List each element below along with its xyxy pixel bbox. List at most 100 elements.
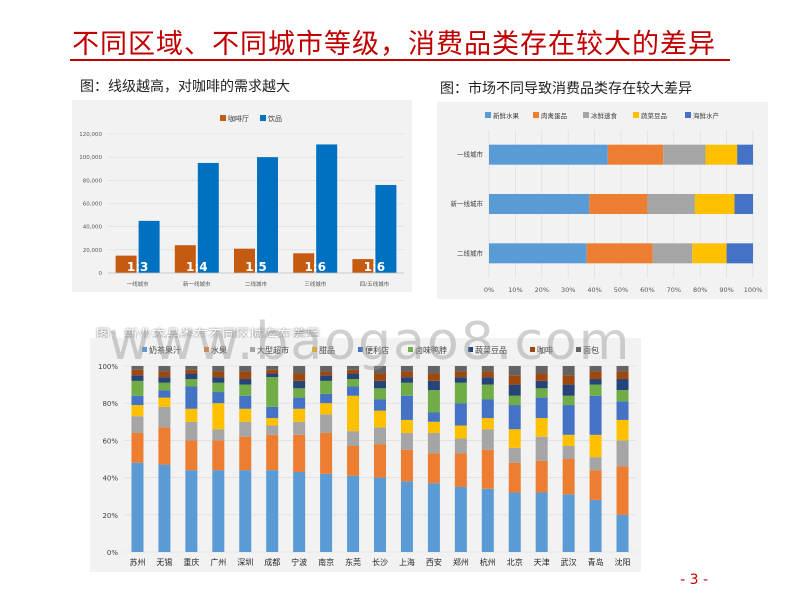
chart3-bar-segment bbox=[239, 384, 252, 396]
chart2-xtick: 30% bbox=[561, 286, 575, 294]
chart2-xtick: 50% bbox=[614, 286, 628, 294]
chart3-bar-segment bbox=[185, 386, 198, 409]
chart2-legend-swatch bbox=[633, 112, 639, 118]
chart2-xtick: 10% bbox=[508, 286, 522, 294]
chart3-bar-segment bbox=[158, 406, 171, 428]
chart1-ratio-label: 1:5 bbox=[245, 260, 267, 274]
chart3-bar-segment bbox=[239, 366, 252, 372]
chart3-bar-segment bbox=[481, 418, 494, 430]
chart2-bar-segment bbox=[489, 194, 590, 214]
chart3-xtick: 苏州 bbox=[129, 557, 145, 567]
chart3-bar-segment bbox=[293, 373, 306, 381]
chart3-bar-segment bbox=[535, 460, 548, 493]
chart2-bar-segment bbox=[737, 144, 753, 165]
chart3-bar-segment bbox=[158, 464, 171, 552]
chart3-bar-segment bbox=[454, 377, 467, 383]
chart3-legend-swatch bbox=[408, 347, 413, 352]
chart2-legend-swatch bbox=[685, 112, 691, 118]
chart3-bar-segment bbox=[400, 481, 413, 552]
chart3-bar-segment bbox=[293, 380, 306, 389]
chart3-bar-segment bbox=[212, 392, 225, 404]
chart3-ytick: 0% bbox=[107, 549, 118, 557]
chart3-bar-segment bbox=[616, 401, 629, 420]
chart3-bar-segment bbox=[508, 405, 521, 430]
chart2-legend-label: 海鲜水产 bbox=[693, 111, 720, 120]
chart3-bar-segment bbox=[347, 386, 360, 396]
chart1-bar bbox=[138, 220, 160, 273]
chart2-bar-segment bbox=[489, 144, 608, 165]
chart2-xtick: 40% bbox=[587, 286, 601, 294]
chart1-xtick: 三线城市 bbox=[304, 280, 327, 288]
chart3-bar-segment bbox=[427, 380, 440, 391]
chart2-xtick: 90% bbox=[719, 286, 733, 294]
chart3-legend-label: 咖啡 bbox=[537, 345, 553, 355]
chart3-bar-segment bbox=[266, 418, 279, 426]
chart1-xtick: 四/五线城市 bbox=[360, 280, 390, 288]
chart3-bar-segment bbox=[293, 408, 306, 422]
chart3-bar-segment bbox=[185, 408, 198, 422]
chart3-legend-label: 大型超市 bbox=[257, 345, 289, 355]
chart2-xtick: 100% bbox=[744, 286, 763, 294]
chart3-bar-segment bbox=[320, 473, 333, 552]
chart3-bar-segment bbox=[320, 371, 333, 376]
chart3-bar-segment bbox=[562, 384, 575, 396]
chart3-bar-segment bbox=[454, 403, 467, 426]
chart3-legend-swatch bbox=[312, 347, 317, 352]
chart3-bar-segment bbox=[131, 416, 144, 433]
chart1-legend-label: 咖啡厅 bbox=[228, 114, 249, 123]
chart3-bar-segment bbox=[185, 373, 198, 380]
chart3-xtick: 沈阳 bbox=[615, 557, 631, 567]
chart1-legend-swatch bbox=[260, 115, 266, 121]
chart3-xtick: 青岛 bbox=[588, 557, 604, 567]
chart3-xtick: 无锡 bbox=[156, 558, 172, 567]
chart3-bar-segment bbox=[131, 462, 144, 552]
chart3-bar-segment bbox=[400, 432, 413, 450]
chart3-bar-segment bbox=[239, 436, 252, 471]
chart3-bar-segment bbox=[616, 514, 629, 552]
chart3-bar-segment bbox=[320, 366, 333, 372]
chart2-panel: 新鲜水果 肉禽蛋品 冰鲜速食 蔬菜豆品 海鲜水产 0% 10% 20% 30% 40% 50% 60%… bbox=[437, 102, 768, 299]
chart3-legend-label: 面包 bbox=[583, 345, 599, 355]
chart3-bar-segment bbox=[616, 440, 629, 467]
chart3-bar-segment bbox=[508, 395, 521, 406]
chart3-xtick: 武汉 bbox=[561, 557, 577, 567]
chart3-legend-label: 水果 bbox=[211, 345, 227, 355]
chart3-bar-segment bbox=[427, 421, 440, 433]
chart1-bar bbox=[316, 144, 338, 273]
chart3-ytick: 80% bbox=[102, 400, 118, 408]
chart3-legend-swatch bbox=[250, 347, 255, 352]
chart1-bar bbox=[293, 253, 315, 273]
chart3-bar-segment bbox=[185, 440, 198, 471]
chart1-svg: 0 20,000 40,000 60,000 80,000 100,000 120,000 咖… bbox=[79, 114, 404, 288]
chart3-bar-segment bbox=[293, 434, 306, 473]
chart2-legend-label: 冰鲜速食 bbox=[591, 111, 618, 120]
chart3-bar-segment bbox=[535, 436, 548, 461]
chart3-bar-segment bbox=[508, 447, 521, 463]
chart3-xtick: 天津 bbox=[534, 557, 550, 567]
chart1-legend-label: 饮品 bbox=[268, 114, 282, 123]
chart3-bar-segment bbox=[535, 492, 548, 552]
chart3-bar-segment bbox=[293, 472, 306, 552]
chart3-bar-segment bbox=[131, 395, 144, 406]
chart3-bar-segment bbox=[454, 486, 467, 552]
chart1-heading: 图：线级越高，对咖啡的需求越大 bbox=[80, 79, 290, 95]
chart2-bar-segment bbox=[589, 194, 648, 214]
chart3-bar-segment bbox=[347, 379, 360, 387]
chart3-bar-segment bbox=[562, 395, 575, 406]
chart3-bar-segment bbox=[589, 379, 602, 385]
chart3-bar-segment bbox=[400, 371, 413, 378]
chart3-bar-segment bbox=[535, 397, 548, 419]
chart1-panel: 0 20,000 40,000 60,000 80,000 100,000 120,000 咖… bbox=[72, 100, 412, 292]
chart3-bar-segment bbox=[374, 388, 386, 400]
title-underline bbox=[70, 59, 730, 61]
chart3-bar-segment bbox=[562, 375, 575, 385]
chart3-legend-swatch bbox=[358, 347, 363, 352]
chart3-bar-segment bbox=[347, 475, 360, 552]
chart1-ytick: 120,000 bbox=[79, 132, 102, 138]
chart3-bar-segment bbox=[481, 429, 494, 450]
chart3-ytick: 100% bbox=[98, 363, 118, 371]
chart3-bar-segment bbox=[212, 403, 225, 430]
chart3-bar-segment bbox=[427, 390, 440, 413]
chart3-bar-segment bbox=[616, 366, 629, 372]
chart1-ratio-label: 1:4 bbox=[186, 260, 208, 274]
